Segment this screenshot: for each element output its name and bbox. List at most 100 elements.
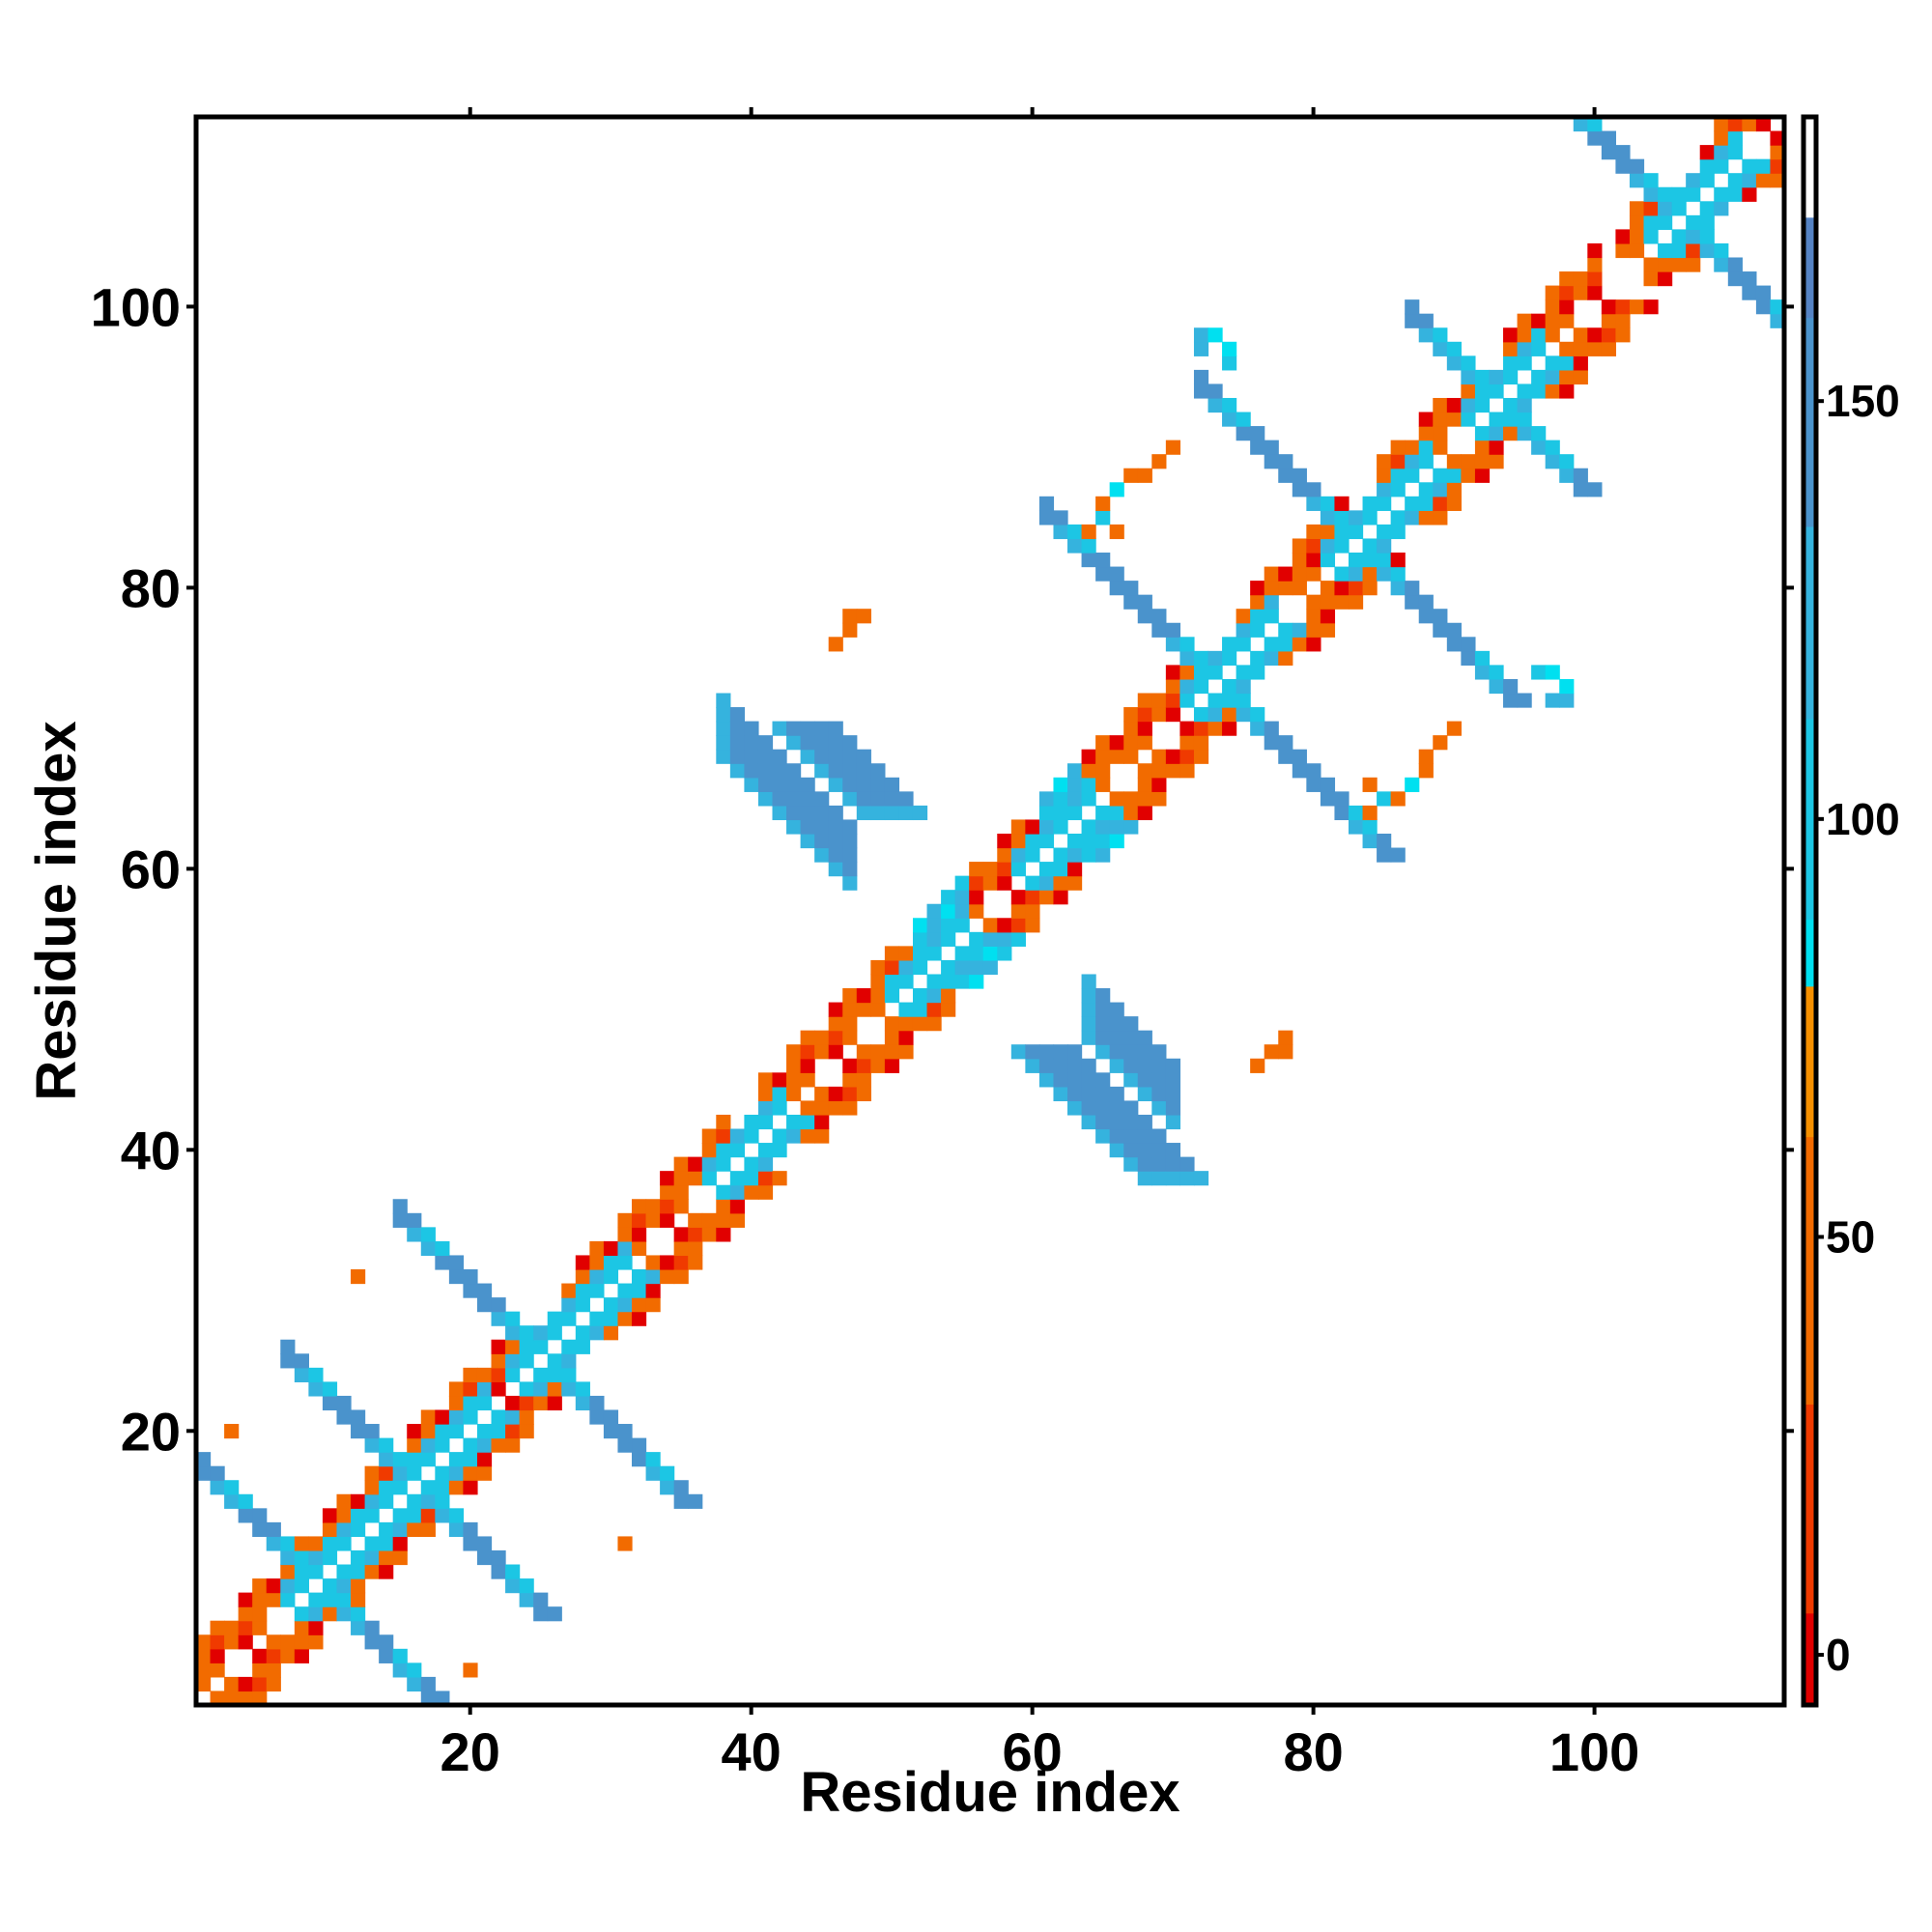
heatmap-cell (1418, 327, 1434, 343)
heatmap-cell (1292, 637, 1307, 652)
heatmap-cell (617, 1212, 633, 1228)
heatmap-cell (196, 1634, 212, 1650)
heatmap-cell (1208, 707, 1223, 723)
heatmap-cell (476, 1367, 493, 1382)
heatmap-cell (1222, 341, 1237, 356)
heatmap-cell (1418, 496, 1434, 511)
heatmap-cell (1699, 201, 1715, 216)
heatmap-cell (280, 1339, 296, 1354)
heatmap-cell (1714, 117, 1729, 132)
heatmap-cell (448, 1381, 465, 1397)
heatmap-cell (828, 1016, 843, 1032)
heatmap-cell (351, 1549, 366, 1566)
heatmap-cell (1151, 777, 1167, 792)
heatmap-cell (1081, 1030, 1096, 1045)
heatmap-cell (1165, 1156, 1181, 1172)
heatmap-cell (701, 1212, 717, 1228)
heatmap-cell (800, 833, 815, 849)
heatmap-cell (392, 1662, 408, 1678)
heatmap-cell (505, 1353, 521, 1369)
heatmap-cell (533, 1592, 549, 1607)
heatmap-cell (519, 1424, 534, 1439)
heatmap-cell (884, 974, 900, 989)
heatmap-cell (1742, 285, 1757, 300)
heatmap-cell (448, 1521, 465, 1538)
heatmap-cell (1503, 693, 1519, 708)
heatmap-cell (1109, 819, 1124, 835)
heatmap-cell (772, 749, 787, 764)
heatmap-cell (1038, 862, 1055, 877)
heatmap-cell (463, 1437, 478, 1453)
heatmap-cell (1405, 496, 1420, 511)
heatmap-cell (786, 777, 802, 792)
heatmap-cell (716, 693, 731, 708)
heatmap-cell (1151, 763, 1167, 779)
heatmap-cell (744, 749, 759, 764)
heatmap-cell (1601, 145, 1617, 160)
heatmap-cell (1151, 791, 1167, 807)
heatmap-cell (828, 777, 843, 792)
heatmap-cell (379, 1493, 394, 1509)
heatmap-cell (632, 1212, 647, 1228)
heatmap-cell (1587, 341, 1603, 356)
heatmap-cell (1405, 777, 1420, 792)
heatmap-cell (448, 1409, 465, 1425)
heatmap-cell (1025, 1058, 1040, 1073)
heatmap-cell (1489, 369, 1504, 385)
heatmap-cell (1503, 426, 1519, 441)
heatmap-cell (1165, 707, 1181, 723)
heatmap-cell (757, 749, 774, 764)
heatmap-cell (505, 1437, 521, 1453)
heatmap-cell (744, 721, 759, 736)
heatmap-cell (1433, 397, 1448, 413)
heatmap-cell (729, 1199, 745, 1214)
heatmap-cell (1362, 510, 1378, 526)
heatmap-cell (407, 1465, 422, 1481)
heatmap-cell (1377, 566, 1392, 582)
heatmap-cell (1601, 299, 1617, 315)
heatmap-cell (1222, 397, 1237, 413)
heatmap-cell (757, 777, 774, 792)
heatmap-cell (884, 959, 900, 976)
heatmap-cell (632, 1227, 647, 1242)
heatmap-cell (632, 1452, 647, 1467)
heatmap-cell (476, 1549, 493, 1566)
heatmap-cell (364, 1620, 380, 1635)
x-tick-label: 20 (440, 1721, 500, 1782)
colorbar (1804, 117, 1816, 1706)
heatmap-cell (757, 1156, 774, 1172)
heatmap-cell (322, 1508, 338, 1523)
heatmap-cell (1348, 805, 1364, 821)
heatmap-cell (351, 1620, 366, 1635)
heatmap-cell (954, 890, 970, 905)
heatmap-cell (1095, 1016, 1111, 1032)
heatmap-cell (1587, 327, 1603, 343)
heatmap-cell (898, 805, 914, 821)
heatmap-cell (1334, 496, 1350, 511)
heatmap-cell (1433, 426, 1448, 441)
heatmap-cell (505, 1325, 521, 1341)
heatmap-cell (870, 959, 886, 976)
heatmap-cell (1067, 875, 1083, 891)
heatmap-cell (294, 1578, 309, 1594)
heatmap-cell (603, 1409, 619, 1425)
heatmap-cell (842, 1072, 858, 1088)
heatmap-cell (786, 1072, 802, 1088)
heatmap-cell (1517, 327, 1532, 343)
heatmap-cell (617, 1240, 633, 1257)
heatmap-cell (786, 1058, 802, 1073)
heatmap-cell (729, 735, 745, 751)
heatmap-cell (1151, 622, 1167, 638)
heatmap-cell (463, 1480, 478, 1495)
heatmap-cell (786, 805, 802, 821)
heatmap-cell (575, 1283, 590, 1298)
heatmap-cell (828, 1030, 843, 1045)
heatmap-cell (688, 1493, 703, 1509)
heatmap-cell (1727, 271, 1743, 287)
heatmap-cell (476, 1283, 493, 1298)
heatmap-cell (772, 1100, 787, 1116)
heatmap-cell (870, 763, 886, 779)
heatmap-cell (1067, 777, 1083, 792)
heatmap-cell (224, 1620, 240, 1635)
heatmap-cell (1109, 1016, 1124, 1032)
